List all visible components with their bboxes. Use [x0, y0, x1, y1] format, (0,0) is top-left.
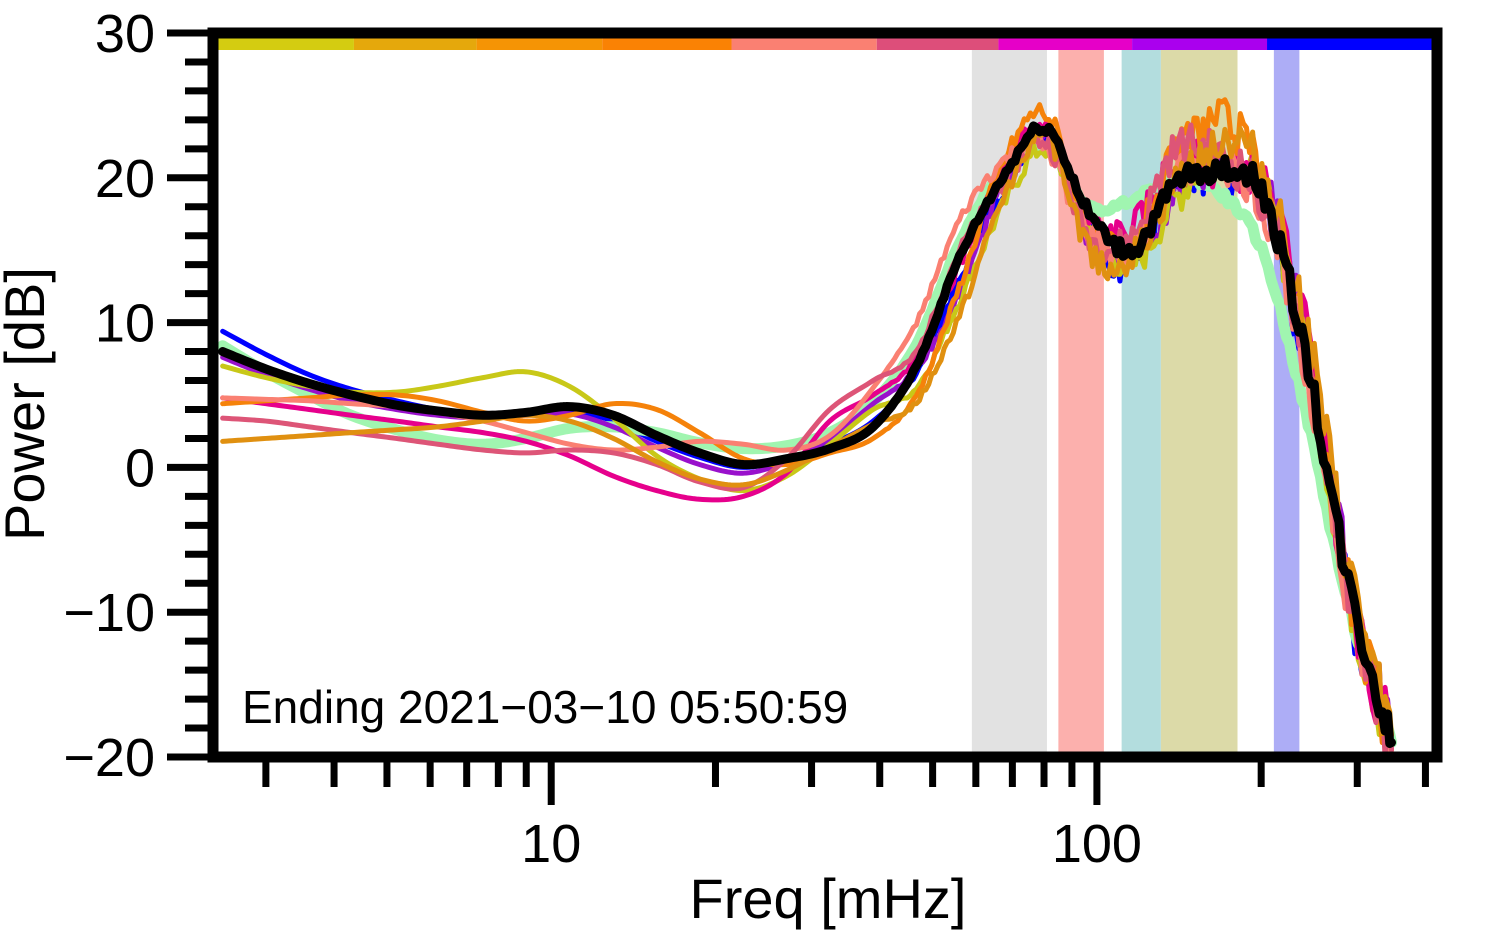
axes-frame [207, 27, 1443, 763]
spectrum-traces-layer [217, 97, 1397, 757]
y-tick-label: −20 [63, 728, 155, 788]
band-teal [1121, 50, 1161, 757]
axis-tick-labels: −20 −10 0 10 20 30 10 100 [63, 4, 1142, 874]
y-tick-label: 20 [95, 149, 155, 209]
y-tick-label: 10 [95, 294, 155, 354]
ending-timestamp-annotation: Ending 2021−03−10 05:50:59 [242, 681, 848, 733]
seg-amber [476, 38, 603, 50]
y-tick-label: 0 [125, 438, 155, 498]
seg-orange [602, 38, 732, 50]
seg-magenta [998, 38, 1133, 50]
x-tick-label: 100 [1052, 814, 1142, 874]
top-color-bar [213, 38, 1437, 50]
trace-mean-spectrum [218, 121, 1396, 749]
y-tick-label: −10 [63, 583, 155, 643]
seg-salmon [731, 38, 877, 50]
band-periwinkle [1273, 50, 1300, 757]
x-axis-title: Freq [mHz] [690, 867, 967, 930]
axis-ticks-layer [167, 29, 1429, 805]
seg-gold [353, 38, 477, 50]
x-tick-label: 10 [521, 814, 581, 874]
seg-yellow [213, 38, 354, 50]
seg-purple [1132, 38, 1268, 50]
y-tick-label: 30 [95, 4, 155, 64]
plot-frame [207, 27, 1443, 763]
seg-rose [876, 38, 999, 50]
seg-blue [1267, 38, 1437, 50]
y-axis-title: Power [dB] [0, 267, 56, 541]
